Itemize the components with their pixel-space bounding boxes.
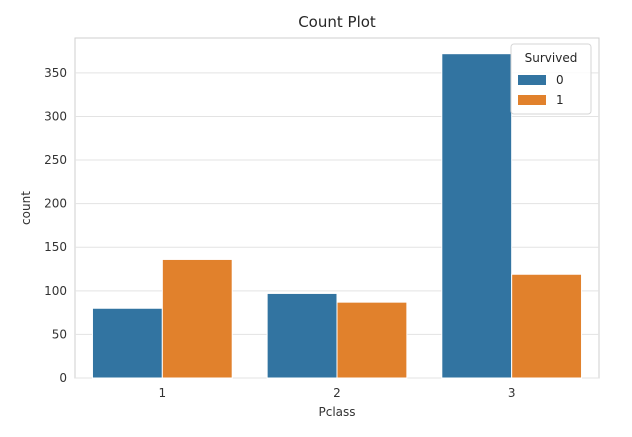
legend-label-series-0: 0 bbox=[556, 73, 564, 87]
bar-pclass-3-survived-0 bbox=[441, 53, 513, 379]
bar-pclass-2-survived-0 bbox=[266, 292, 338, 379]
bar-pclass-3-survived-1 bbox=[511, 273, 583, 379]
x-tick-label: 1 bbox=[159, 386, 167, 400]
legend-swatch-series-0 bbox=[518, 75, 546, 85]
bar-pclass-1-survived-0 bbox=[91, 307, 163, 379]
chart-title: Count Plot bbox=[298, 13, 376, 31]
bars bbox=[91, 53, 583, 379]
x-tick-label: 3 bbox=[508, 386, 516, 400]
bar-pclass-2-survived-1 bbox=[336, 301, 408, 379]
y-tick-label: 150 bbox=[44, 240, 67, 254]
y-tick-label: 350 bbox=[44, 66, 67, 80]
y-axis-label: count bbox=[19, 191, 33, 225]
y-axis-ticks: 0 50 100 150 200 250 300 350 bbox=[44, 66, 67, 385]
x-tick-label: 2 bbox=[333, 386, 341, 400]
bar-pclass-1-survived-1 bbox=[161, 258, 233, 379]
legend-swatch-series-1 bbox=[518, 95, 546, 105]
legend-title: Survived bbox=[525, 51, 578, 65]
y-tick-label: 0 bbox=[59, 371, 67, 385]
y-tick-label: 300 bbox=[44, 109, 67, 123]
y-tick-label: 50 bbox=[52, 327, 67, 341]
y-tick-label: 250 bbox=[44, 153, 67, 167]
y-tick-label: 100 bbox=[44, 284, 67, 298]
x-axis-label: Pclass bbox=[318, 405, 355, 419]
x-axis-ticks: 1 2 3 bbox=[159, 386, 516, 400]
y-tick-label: 200 bbox=[44, 197, 67, 211]
legend: Survived 0 1 bbox=[510, 43, 592, 115]
legend-label-series-1: 1 bbox=[556, 93, 564, 107]
